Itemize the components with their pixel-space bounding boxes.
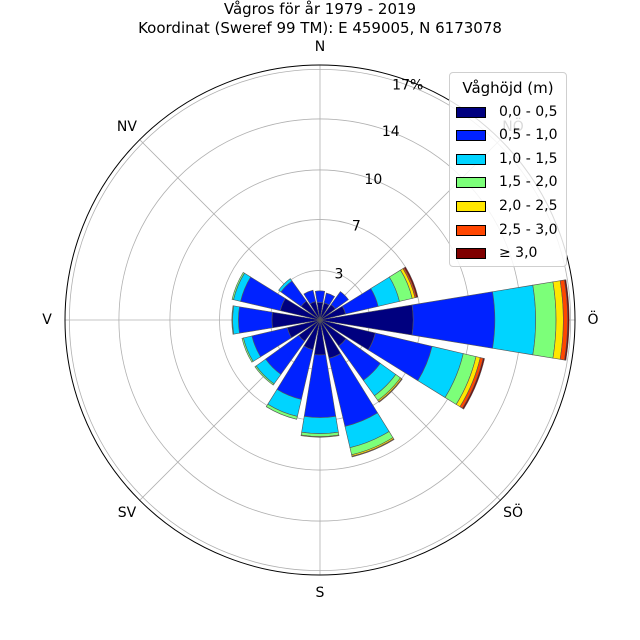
legend-entry: 0,0 - 0,5 bbox=[456, 104, 557, 120]
direction-label: S bbox=[316, 585, 325, 601]
legend-swatch bbox=[456, 247, 486, 259]
windrose-bar-segment bbox=[314, 290, 326, 304]
legend-label: 2,5 - 3,0 bbox=[499, 222, 558, 238]
legend-label: 2,0 - 2,5 bbox=[499, 198, 558, 214]
direction-label: V bbox=[42, 312, 52, 328]
chart-subtitle: Koordinat (Sweref 99 TM): E 459005, N 61… bbox=[138, 19, 502, 37]
legend-entry: 0,5 - 1,0 bbox=[456, 127, 557, 143]
windrose-bar-segment bbox=[462, 357, 485, 410]
legend-label: 0,0 - 0,5 bbox=[499, 104, 558, 120]
windrose-bar-segment bbox=[300, 434, 340, 438]
radial-tick-label: 14 bbox=[382, 124, 400, 140]
direction-label: N bbox=[315, 39, 325, 55]
windrose-bar-segment bbox=[411, 291, 496, 349]
windrose-bar-segment bbox=[301, 416, 339, 434]
legend-entry: 1,0 - 1,5 bbox=[456, 151, 557, 167]
direction-label: SÖ bbox=[503, 503, 523, 521]
legend-swatch bbox=[456, 129, 486, 141]
windrose-bar-segment bbox=[254, 365, 275, 386]
radial-tick-label: 17% bbox=[392, 77, 423, 93]
legend-label: 1,5 - 2,0 bbox=[499, 174, 558, 190]
legend-entry: 2,0 - 2,5 bbox=[456, 198, 557, 214]
legend-label: 0,5 - 1,0 bbox=[499, 127, 558, 143]
legend-entry: 1,5 - 2,0 bbox=[456, 174, 557, 190]
legend: Våghöjd (m) 0,0 - 0,5 0,5 - 1,0 1,0 - 1,… bbox=[449, 72, 567, 267]
radial-tick-label: 3 bbox=[334, 266, 343, 282]
windrose-bar-segment bbox=[303, 289, 317, 305]
chart-title: Vågros för år 1979 - 2019 bbox=[223, 0, 417, 18]
legend-title: Våghöjd (m) bbox=[462, 79, 554, 97]
legend-entry: ≥ 3,0 bbox=[456, 245, 537, 261]
windrose-bar-segment bbox=[241, 337, 254, 363]
legend-swatch bbox=[456, 200, 486, 212]
radial-tick-label: 7 bbox=[352, 219, 361, 235]
legend-swatch bbox=[456, 224, 486, 236]
windrose-bar-segment bbox=[278, 278, 293, 293]
polar-boundary bbox=[64, 64, 576, 576]
windrose-bar-segment bbox=[351, 438, 395, 458]
windrose-bar-segment bbox=[492, 284, 536, 356]
legend-entry: 2,5 - 3,0 bbox=[456, 222, 557, 238]
windrose-bar-segment bbox=[532, 281, 557, 359]
legend-label: ≥ 3,0 bbox=[499, 245, 538, 261]
legend-swatch bbox=[456, 153, 486, 165]
direction-label: SV bbox=[118, 505, 137, 521]
windrose-bar-segment bbox=[403, 266, 419, 298]
direction-label: NV bbox=[117, 119, 137, 135]
windrose-bar-segment bbox=[231, 305, 235, 335]
legend-label: 1,0 - 1,5 bbox=[499, 151, 558, 167]
legend-swatch bbox=[456, 176, 486, 188]
windrose-bar-segment bbox=[564, 279, 570, 361]
windrose-bars bbox=[231, 266, 570, 458]
windrose-bar-segment bbox=[232, 305, 240, 335]
windrose-bar-segment bbox=[265, 403, 298, 420]
direction-label: Ö bbox=[587, 310, 598, 328]
windrose-bar-segment bbox=[378, 378, 403, 403]
windrose-bar-segment bbox=[238, 306, 273, 334]
legend-swatch bbox=[456, 106, 486, 118]
windrose-bar-segment bbox=[231, 271, 245, 301]
windrose-bar-segment bbox=[323, 292, 336, 306]
radial-tick-label: 10 bbox=[364, 172, 382, 188]
windrose-bar-segment bbox=[330, 291, 349, 310]
